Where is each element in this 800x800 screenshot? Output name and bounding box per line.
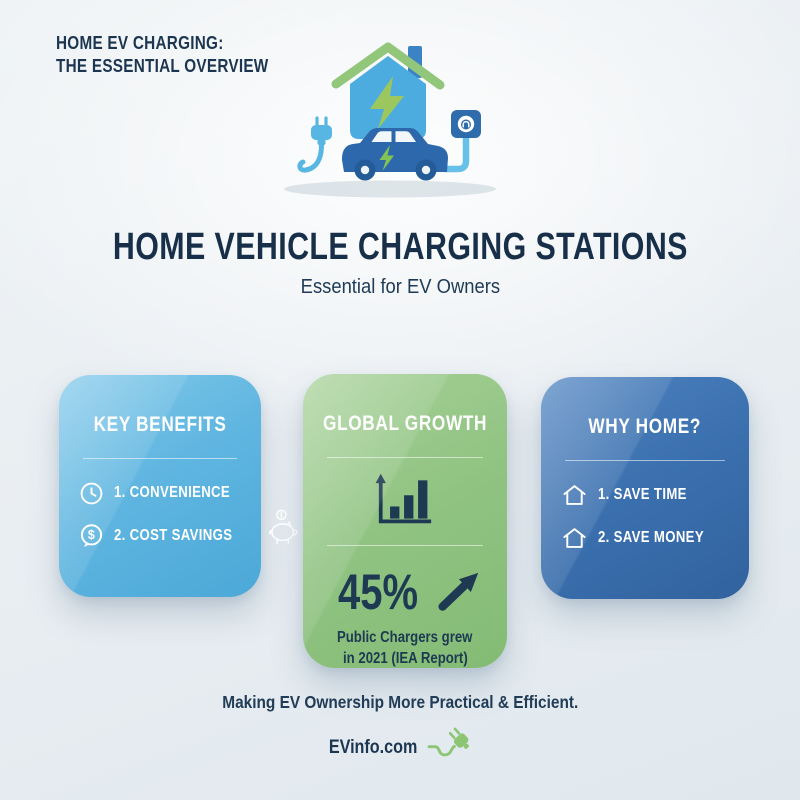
why-item-save-money: 2. SAVE MONEY: [561, 524, 749, 552]
home-icon: [563, 527, 586, 548]
benefit-label: 2. COST SAVINGS: [114, 527, 233, 544]
clock-icon: [80, 482, 103, 504]
divider: [327, 457, 483, 458]
growth-caption: Public Chargers grew in 2021 (IEA Report…: [337, 629, 473, 667]
bar-chart-icon: [375, 473, 432, 524]
page-subtitle: Essential for EV Owners: [300, 276, 500, 298]
divider: [83, 458, 237, 459]
home-icon: [563, 484, 586, 505]
card-why-home: WHY HOME? 1. SAVE TIME 2. SAVE MONEY: [541, 377, 749, 599]
green-roof: [331, 42, 445, 90]
plug-icon: [427, 727, 469, 757]
card-key-benefits: KEY BENEFITS 1. CONVENIENCE $ 2. COST SA…: [59, 375, 298, 597]
car-lightning-bolt-icon: [379, 145, 394, 171]
house-lightning-bolt-icon: [370, 76, 404, 129]
ground-shadow: [284, 180, 496, 198]
benefit-label: 1. CONVENIENCE: [114, 484, 231, 501]
svg-text:$: $: [88, 528, 95, 542]
growth-stat: 45%: [337, 564, 419, 620]
brand-name: EVinfo.com: [328, 737, 418, 758]
header-line1: HOME EV CHARGING:: [56, 33, 224, 53]
growth-arrow-icon: [438, 572, 479, 611]
header-line2: THE ESSENTIAL OVERVIEW: [56, 56, 269, 76]
divider: [565, 460, 725, 461]
footer-tagline: Making EV Ownership More Practical & Eff…: [221, 692, 578, 712]
ev-car: [342, 128, 448, 181]
footer-brand: EVinfo.com: [0, 727, 800, 763]
benefit-item-cost-savings: $ 2. COST SAVINGS: [79, 509, 298, 550]
card-global-growth-title: GLOBAL GROWTH: [322, 412, 488, 435]
ev-home-charging-illustration: [280, 36, 536, 212]
dollar-coin-icon: $: [80, 524, 103, 548]
piggy-bank-icon: [269, 509, 298, 544]
why-label: 1. SAVE TIME: [598, 486, 687, 503]
why-item-save-time: 1. SAVE TIME: [561, 481, 749, 509]
card-why-home-title: WHY HOME?: [588, 415, 702, 438]
house-car-charging-graphic: [284, 42, 496, 198]
header-kicker: HOME EV CHARGING: THE ESSENTIAL OVERVIEW: [56, 32, 306, 78]
benefit-item-convenience: 1. CONVENIENCE: [79, 479, 261, 507]
charging-cable: [441, 134, 470, 173]
why-label: 2. SAVE MONEY: [598, 529, 704, 546]
card-global-growth: GLOBAL GROWTH 45% Public Chargers grew i…: [303, 374, 507, 668]
divider: [327, 545, 483, 546]
card-key-benefits-title: KEY BENEFITS: [93, 413, 227, 436]
power-plug-icon: [297, 116, 332, 173]
page-title: HOME VEHICLE CHARGING STATIONS: [112, 226, 688, 268]
